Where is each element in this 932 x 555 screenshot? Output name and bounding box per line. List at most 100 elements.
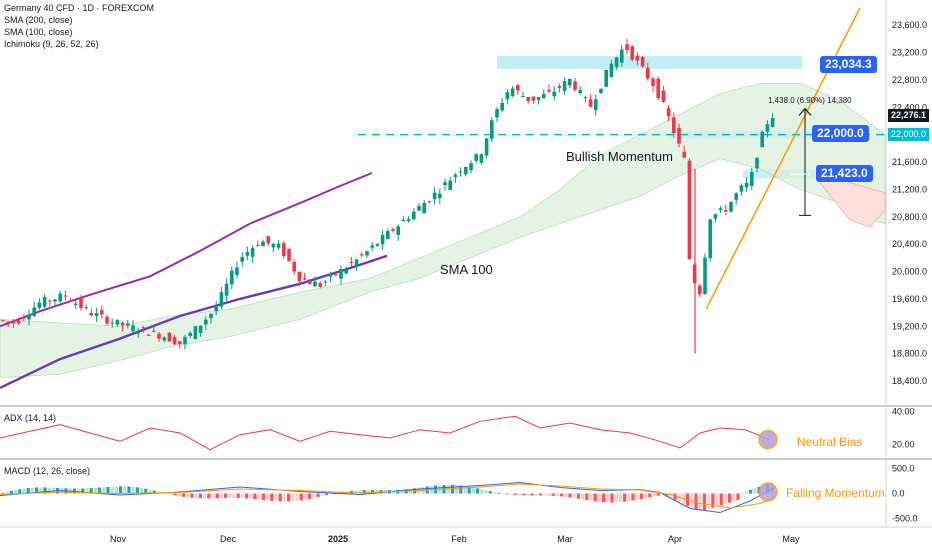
- macd-histogram-bar: [77, 488, 81, 494]
- macd-histogram-bar: [228, 493, 232, 498]
- macd-histogram-bar: [224, 493, 228, 498]
- candle-body: [380, 235, 385, 245]
- candle-body: [391, 229, 395, 231]
- candle-body: [16, 320, 21, 324]
- candle-body: [27, 315, 31, 320]
- macd-histogram-bar: [165, 493, 169, 495]
- macd-histogram-bar: [240, 493, 244, 499]
- macd-histogram-bar: [518, 493, 522, 496]
- candle-body: [744, 182, 749, 188]
- macd-histogram-bar: [602, 493, 606, 503]
- symbol-title[interactable]: Germany 40 CFD · 1D · FOREXCOM: [4, 3, 155, 13]
- macd-histogram-bar: [47, 487, 51, 494]
- macd-tick-label: 0.0: [892, 489, 905, 499]
- candle-body: [396, 226, 400, 235]
- macd-histogram-bar: [245, 493, 249, 499]
- candle-body: [651, 78, 655, 87]
- macd-histogram-bar: [644, 493, 648, 499]
- candle-body: [557, 86, 562, 88]
- macd-histogram-bar: [564, 493, 568, 497]
- price-tick-label: 19,600.0: [892, 294, 927, 304]
- macd-histogram-bar: [560, 493, 564, 497]
- macd-histogram-bar: [207, 493, 211, 499]
- candle-body: [729, 201, 733, 212]
- candle-body: [427, 201, 432, 203]
- candle-body: [661, 90, 666, 102]
- candle-body: [614, 57, 619, 68]
- macd-histogram-bar: [22, 488, 26, 494]
- macd-histogram-bar: [677, 493, 681, 503]
- macd-histogram-bar: [732, 493, 736, 502]
- macd-histogram-bar: [723, 493, 727, 504]
- price-tick-label: 20,400.0: [892, 239, 927, 249]
- candle-body: [22, 317, 26, 319]
- candle-body: [74, 303, 78, 306]
- candle-body: [224, 283, 229, 296]
- candle-body: [334, 274, 338, 276]
- candle-body: [750, 172, 754, 187]
- macd-histogram-bar: [597, 493, 601, 502]
- candle-body: [11, 320, 16, 324]
- time-tick-label: May: [782, 534, 800, 544]
- candle-body: [42, 297, 47, 307]
- macd-histogram-bar: [266, 493, 270, 501]
- macd-histogram-bar: [656, 493, 660, 496]
- candle-body: [770, 118, 775, 127]
- macd-pane-label[interactable]: MACD (12, 26, close): [4, 466, 91, 476]
- candle-body: [261, 241, 265, 247]
- macd-histogram-bar: [270, 493, 274, 501]
- candle-body: [32, 307, 36, 316]
- time-tick-label: Apr: [668, 534, 682, 544]
- candle-body: [240, 256, 244, 262]
- candle-body: [412, 211, 416, 220]
- candle-body: [344, 268, 348, 274]
- support-tag: 21,423.0: [816, 165, 873, 182]
- macd-histogram-bar: [249, 493, 253, 499]
- macd-tick-label: -500.0: [892, 514, 918, 524]
- candle-body: [495, 109, 499, 118]
- macd-histogram-bar: [106, 486, 110, 494]
- macd-histogram-bar: [623, 493, 627, 502]
- candle-body: [120, 322, 125, 326]
- macd-histogram-bar: [522, 493, 526, 496]
- candle-body: [609, 63, 614, 77]
- candle-body: [765, 124, 770, 132]
- sma100-legend[interactable]: SMA (100, close): [4, 27, 73, 37]
- candle-body: [417, 206, 421, 211]
- candle-body: [375, 243, 380, 246]
- pivot-tag: 22,000.0: [812, 125, 869, 142]
- macd-histogram-bar: [287, 493, 291, 502]
- macd-histogram-bar: [274, 493, 278, 502]
- macd-histogram-bar: [614, 493, 618, 503]
- candle-body: [734, 193, 738, 200]
- macd-histogram-bar: [488, 491, 492, 494]
- time-tick-label: Nov: [110, 534, 127, 544]
- candle-body: [469, 163, 473, 171]
- macd-histogram-bar: [606, 493, 610, 503]
- macd-histogram-bar: [744, 491, 748, 494]
- candle-body: [516, 85, 520, 91]
- candle-body: [630, 46, 634, 60]
- ichimoku-legend[interactable]: Ichimoku (9, 26, 52, 26): [4, 39, 99, 49]
- macd-histogram-bar: [253, 493, 257, 500]
- sma200-legend[interactable]: SMA (200, close): [4, 15, 73, 25]
- time-tick-label: Mar: [557, 534, 573, 544]
- macd-histogram-bar: [186, 493, 190, 498]
- measure-label: 1,438.0 (6.90%) 14,380: [768, 96, 852, 105]
- macd-histogram-bar: [740, 492, 744, 494]
- candle-body: [656, 78, 660, 99]
- candle-body: [167, 332, 172, 342]
- candle-body: [386, 231, 390, 239]
- sma100-line: [0, 172, 373, 328]
- candle-body: [562, 81, 567, 92]
- macd-histogram-bar: [673, 493, 677, 501]
- candle-body: [422, 203, 426, 214]
- neutral-bias-label: Neutral Bias: [797, 435, 863, 449]
- macd-histogram-bar: [211, 493, 215, 499]
- adx-pane-label[interactable]: ADX (14, 14): [4, 413, 57, 423]
- candle-body: [604, 69, 608, 87]
- macd-histogram-bar: [610, 493, 614, 503]
- macd-histogram-bar: [219, 493, 223, 499]
- macd-histogram-bar: [459, 485, 463, 494]
- macd-histogram-bar: [316, 493, 320, 498]
